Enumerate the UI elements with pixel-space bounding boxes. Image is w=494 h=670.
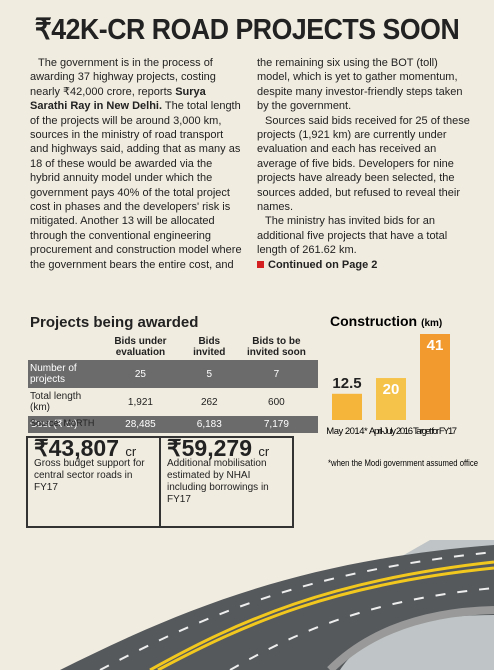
- text-run: Surya Sarathi Ray in New Delhi.: [30, 85, 206, 113]
- table-cell: Total length (km): [30, 391, 82, 413]
- projects-table: Bids under evaluation Bids invited Bids to…: [28, 334, 318, 433]
- chart-title: Construction (km): [330, 313, 442, 329]
- chart-unit: (km): [421, 318, 442, 329]
- construction-chart: Construction (km) 12.5 May 2014* 20 April-Jul…: [326, 313, 478, 468]
- paragraph: Sources said bids received for 25 of the…: [257, 114, 470, 215]
- table-cell: 28,485: [97, 416, 184, 433]
- box-text: Gross budget support for central sector …: [34, 458, 145, 493]
- header-cell: [28, 334, 97, 360]
- table-row: Number of projects 25 5 7: [28, 360, 318, 388]
- text-run: The ministry has invited bids for an add…: [257, 215, 448, 257]
- table-title: Projects being awarded: [30, 314, 199, 331]
- figure-box: ₹43,807 cr Gross budget support for centr…: [28, 437, 159, 526]
- value-label: 12.5: [332, 375, 361, 392]
- box-text: Additional mobilisation estimated by NHA…: [167, 458, 269, 505]
- header-cell: Bids to be invited soon: [246, 336, 306, 358]
- continued-note: Continued on Page 2: [257, 258, 470, 272]
- table-cell: Cost (₹ cr): [28, 416, 98, 433]
- table-cell: 7,179: [234, 416, 318, 433]
- figure-boxes: ₹43,807 cr Gross budget support for centr…: [26, 436, 294, 528]
- article-body: The government is in the process of awar…: [30, 56, 470, 296]
- table-cell: 6,183: [183, 416, 235, 433]
- text-run: The total length of the projects will be…: [30, 57, 463, 271]
- table-cell: Number of projects: [28, 360, 98, 388]
- table-row: Cost (₹ cr) 28,485 6,183 7,179: [28, 416, 318, 433]
- category-label: May 2014*: [326, 426, 368, 437]
- bar: [376, 378, 406, 420]
- text-run: Sources said bids received for 25 of the…: [257, 114, 470, 214]
- amount-unit: cr: [258, 444, 270, 459]
- header-cell: Bids under evaluation: [114, 336, 167, 358]
- chart-note: *when the Modi government assumed office: [328, 458, 478, 468]
- header-row: Bids under evaluation Bids invited Bids to…: [28, 334, 318, 360]
- text-run: The government is in the process of awar…: [30, 57, 216, 98]
- header-cell: Bids invited: [193, 336, 226, 358]
- category-label: Target for FY17: [413, 426, 457, 437]
- source: Source: MoRTH: [30, 418, 95, 428]
- table-cell: 600: [268, 396, 285, 408]
- road-illustration: [60, 540, 494, 670]
- table-cell: 25: [97, 360, 184, 388]
- amount: ₹59,279 cr: [167, 437, 286, 460]
- value-label: 20: [383, 381, 400, 398]
- amount-unit: cr: [125, 444, 137, 459]
- category-label: April-July 2016: [369, 426, 413, 437]
- bar: [420, 334, 450, 420]
- paragraph: The government is in the process of awar…: [30, 56, 470, 272]
- figure-box: ₹59,279 cr Additional mobilisation estima…: [159, 437, 292, 526]
- paragraph: The ministry has invited bids for an add…: [257, 214, 470, 257]
- value-label: 41: [427, 337, 444, 354]
- headline: ₹42K-CR ROAD PROJECTS SOON: [34, 14, 460, 46]
- bar: [332, 393, 362, 420]
- table-row: Total length (km) 1,921 262 600: [28, 388, 318, 416]
- amount: ₹43,807 cr: [34, 437, 153, 460]
- amount-value: ₹59,279: [167, 435, 252, 461]
- chart-title-text: Construction: [330, 313, 417, 329]
- table-cell: 5: [183, 360, 235, 388]
- table-cell: 7: [234, 360, 318, 388]
- amount-value: ₹43,807: [34, 435, 119, 461]
- table-cell: 1,921: [127, 396, 153, 408]
- table-cell: 262: [200, 396, 218, 408]
